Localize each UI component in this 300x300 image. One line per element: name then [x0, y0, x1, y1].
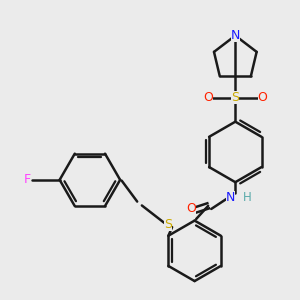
- Text: N: N: [231, 29, 240, 42]
- Text: O: O: [203, 91, 213, 104]
- Text: N: N: [226, 191, 236, 204]
- Text: S: S: [164, 218, 172, 231]
- Text: O: O: [186, 202, 196, 215]
- Text: H: H: [243, 191, 251, 204]
- Text: F: F: [23, 173, 31, 186]
- Text: O: O: [257, 91, 267, 104]
- Text: S: S: [231, 91, 239, 104]
